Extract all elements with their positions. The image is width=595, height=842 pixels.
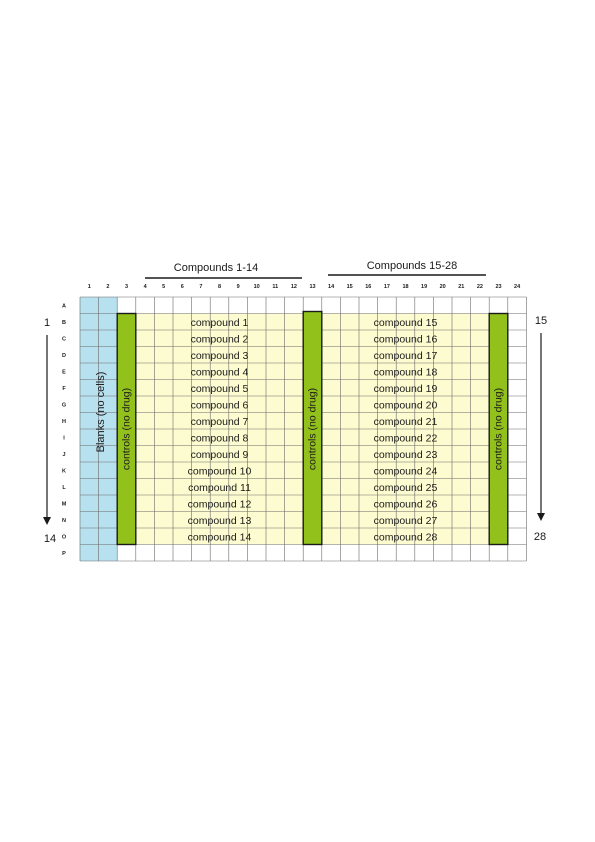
column-label: 7 bbox=[199, 284, 202, 290]
row-label: F bbox=[62, 386, 66, 392]
row-label: M bbox=[62, 501, 67, 507]
control-column bbox=[116, 312, 137, 546]
left-range-start: 1 bbox=[44, 317, 50, 329]
control-column bbox=[488, 312, 509, 546]
row-label: E bbox=[62, 369, 66, 375]
control-label: controls (no drug) bbox=[493, 388, 505, 470]
compound-label: compound 11 bbox=[188, 482, 251, 494]
column-label: 11 bbox=[272, 284, 278, 290]
compound-label: compound 7 bbox=[191, 416, 249, 428]
blanks-label: Blanks (no cells) bbox=[95, 372, 107, 453]
group-label-left: Compounds 1-14 bbox=[174, 262, 258, 274]
compound-label: compound 18 bbox=[374, 366, 438, 378]
column-label: 2 bbox=[106, 284, 109, 290]
column-label: 1 bbox=[88, 284, 91, 290]
column-label: 19 bbox=[421, 284, 427, 290]
column-label: 3 bbox=[125, 284, 128, 290]
column-label: 23 bbox=[495, 284, 501, 290]
column-label: 8 bbox=[218, 284, 221, 290]
right-arrow-head bbox=[537, 513, 545, 521]
column-label: 21 bbox=[458, 284, 464, 290]
compound-label: compound 26 bbox=[374, 498, 438, 510]
column-label: 24 bbox=[514, 284, 521, 290]
row-label: G bbox=[62, 402, 66, 408]
control-column bbox=[302, 310, 323, 546]
compound-label: compound 5 bbox=[191, 383, 249, 395]
control-label: controls (no drug) bbox=[121, 388, 133, 470]
compound-label: compound 15 bbox=[374, 317, 438, 329]
compound-label: compound 25 bbox=[374, 482, 438, 494]
compound-label: compound 27 bbox=[374, 515, 438, 527]
compound-label: compound 12 bbox=[188, 498, 252, 510]
compound-label: compound 17 bbox=[374, 350, 438, 362]
row-label: C bbox=[62, 336, 66, 342]
column-label: 6 bbox=[181, 284, 184, 290]
right-range-end: 28 bbox=[534, 531, 546, 543]
compound-label: compound 28 bbox=[374, 531, 438, 543]
column-label: 9 bbox=[237, 284, 240, 290]
left-range-end: 14 bbox=[44, 533, 56, 545]
row-label: H bbox=[62, 419, 66, 425]
column-label: 12 bbox=[291, 284, 297, 290]
column-label: 16 bbox=[365, 284, 371, 290]
compound-label: compound 1 bbox=[191, 317, 249, 329]
row-label: O bbox=[62, 534, 67, 540]
left-arrow-head bbox=[43, 517, 51, 525]
column-label: 15 bbox=[347, 284, 353, 290]
column-label: 5 bbox=[162, 284, 165, 290]
compound-label: compound 4 bbox=[191, 366, 249, 378]
row-label: D bbox=[62, 353, 66, 359]
compound-label: compound 2 bbox=[191, 333, 249, 345]
column-label: 13 bbox=[309, 284, 315, 290]
compound-label: compound 24 bbox=[374, 465, 438, 477]
row-label: B bbox=[62, 320, 66, 326]
group-label-right: Compounds 15-28 bbox=[367, 260, 458, 272]
compound-label: compound 16 bbox=[374, 333, 438, 345]
row-label: I bbox=[63, 435, 65, 441]
control-label: controls (no drug) bbox=[307, 388, 319, 470]
column-label: 18 bbox=[402, 284, 408, 290]
compound-label: compound 8 bbox=[191, 432, 249, 444]
column-label: 22 bbox=[477, 284, 483, 290]
compound-label: compound 20 bbox=[374, 399, 438, 411]
compound-label: compound 21 bbox=[374, 416, 438, 428]
row-label: J bbox=[62, 452, 65, 458]
column-label: 10 bbox=[254, 284, 260, 290]
compound-label: compound 13 bbox=[188, 515, 252, 527]
compound-label: compound 9 bbox=[191, 449, 249, 461]
row-label: K bbox=[62, 468, 66, 474]
column-label: 14 bbox=[328, 284, 335, 290]
right-range-start: 15 bbox=[535, 315, 547, 327]
row-label: N bbox=[62, 518, 66, 524]
compound-label: compound 23 bbox=[374, 449, 438, 461]
compound-label: compound 22 bbox=[374, 432, 438, 444]
compound-label: compound 3 bbox=[191, 350, 249, 362]
column-label: 20 bbox=[440, 284, 446, 290]
compound-label: compound 14 bbox=[188, 531, 252, 543]
row-label: L bbox=[62, 485, 66, 491]
column-label: 4 bbox=[144, 284, 148, 290]
compound-label: compound 19 bbox=[374, 383, 438, 395]
compound-label: compound 10 bbox=[188, 465, 252, 477]
row-label: A bbox=[62, 303, 66, 309]
column-label: 17 bbox=[384, 284, 390, 290]
compound-label: compound 6 bbox=[191, 399, 249, 411]
row-label: P bbox=[62, 551, 66, 557]
